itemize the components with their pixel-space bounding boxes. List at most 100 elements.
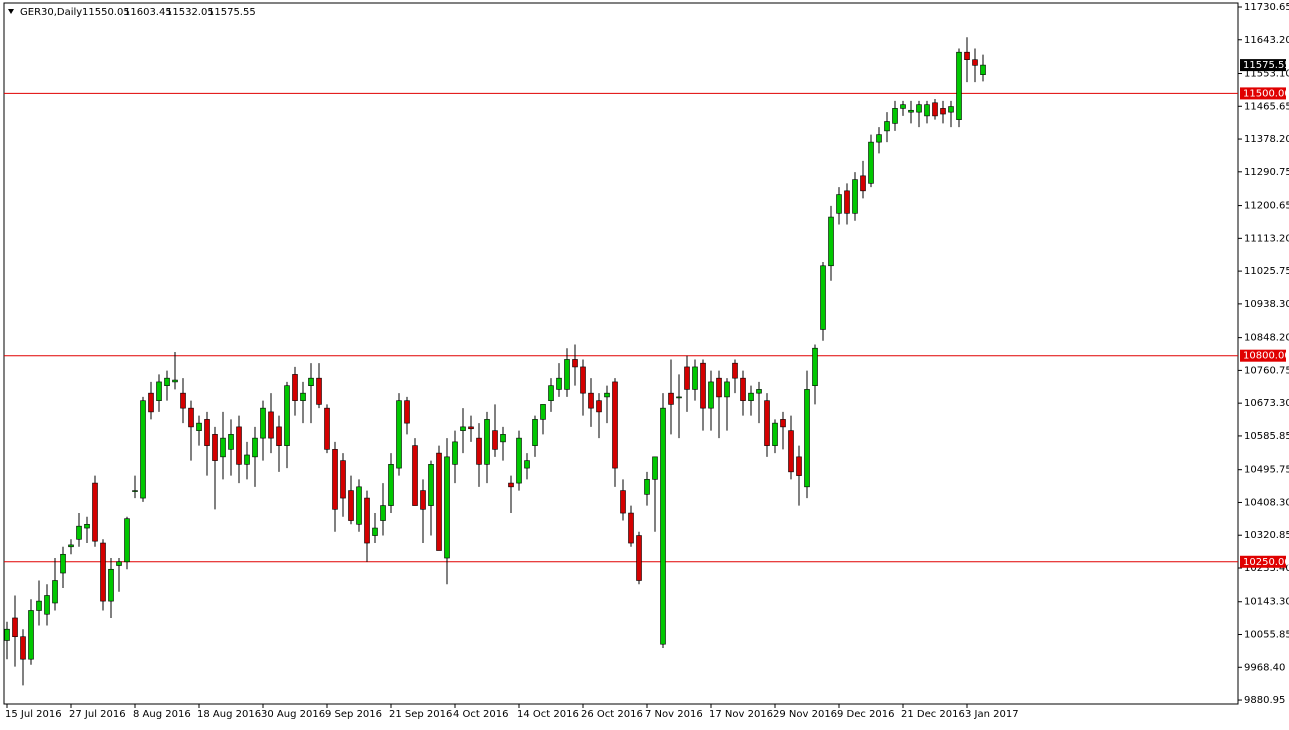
y-tick-label: 10495.75 — [1244, 465, 1289, 476]
y-tick-label: 11730.65 — [1244, 2, 1289, 13]
candle-body — [100, 542, 106, 602]
candle-body — [404, 400, 410, 424]
candle-body — [660, 407, 666, 645]
header-open: 11550.05 — [82, 7, 130, 18]
candle-body — [36, 600, 42, 611]
candle-body — [612, 381, 618, 469]
candle-body — [684, 366, 690, 390]
candle-body — [332, 449, 338, 510]
x-tick-label: 4 Oct 2016 — [453, 709, 508, 720]
candle-body — [916, 104, 922, 113]
candle-body — [260, 407, 266, 439]
candle-body — [732, 362, 738, 379]
candle-body — [756, 389, 762, 394]
candle-body — [340, 460, 346, 499]
candle-body — [764, 400, 770, 446]
candle-body — [268, 411, 274, 439]
candle-body — [580, 366, 586, 394]
candle-body — [372, 527, 378, 536]
candle-body — [532, 419, 538, 446]
candle-body — [172, 379, 178, 383]
candle-body — [604, 392, 610, 398]
candle-body — [796, 456, 802, 476]
candle-body — [380, 505, 386, 521]
candle-body — [316, 377, 322, 405]
candle-body — [780, 419, 786, 428]
candle-body — [124, 518, 130, 563]
candle-body — [844, 190, 850, 214]
candle-body — [596, 400, 602, 413]
x-tick-label: 30 Aug 2016 — [261, 709, 325, 720]
candle-body — [396, 400, 402, 469]
candle-body — [68, 544, 74, 548]
candle-body — [588, 392, 594, 409]
x-tick-label: 27 Jul 2016 — [69, 709, 126, 720]
candle-body — [636, 535, 642, 581]
x-tick-label: 14 Oct 2016 — [517, 709, 579, 720]
horizontal-line-tag — [1240, 87, 1286, 100]
header-low: 11532.05 — [166, 7, 214, 18]
candle-body — [692, 366, 698, 390]
candle-body — [308, 377, 314, 386]
y-tick-label: 10408.30 — [1244, 497, 1289, 508]
candle-body — [556, 377, 562, 390]
candle-body — [28, 610, 34, 660]
candle-body — [492, 430, 498, 450]
menu-triangle — [8, 9, 14, 14]
candle-body — [564, 359, 570, 390]
candle-body — [236, 426, 242, 465]
candle-body — [156, 381, 162, 401]
candle-body — [84, 524, 90, 529]
candle-body — [868, 141, 874, 184]
candle-body — [476, 437, 482, 465]
candle-body — [284, 385, 290, 446]
x-tick-label: 15 Jul 2016 — [5, 709, 62, 720]
y-tick-label: 10938.30 — [1244, 299, 1289, 310]
candle-body — [92, 482, 98, 542]
candle-body — [700, 362, 706, 409]
candle-body — [444, 456, 450, 559]
candle-body — [956, 51, 962, 120]
candle-body — [820, 265, 826, 330]
candle-body — [20, 636, 26, 660]
y-tick-label: 11643.20 — [1244, 35, 1289, 46]
y-tick-label: 11290.75 — [1244, 167, 1289, 178]
x-tick-label: 21 Sep 2016 — [389, 709, 452, 720]
y-tick-label: 11553.10 — [1244, 69, 1289, 80]
candle-body — [508, 482, 514, 488]
candle-body — [388, 464, 394, 506]
candle-body — [812, 347, 818, 386]
candle-body — [204, 419, 210, 446]
candle-body — [924, 104, 930, 117]
candle-body — [420, 490, 426, 510]
candle-body — [748, 392, 754, 401]
x-tick-label: 9 Dec 2016 — [837, 709, 895, 720]
candle-body — [620, 490, 626, 514]
candle-body — [4, 628, 10, 641]
y-tick-label: 11200.65 — [1244, 201, 1289, 212]
x-tick-label: 21 Dec 2016 — [901, 709, 965, 720]
candle-body — [188, 407, 194, 428]
y-tick-label: 11113.20 — [1244, 233, 1289, 244]
candle-body — [324, 407, 330, 450]
x-tick-label: 29 Nov 2016 — [773, 709, 837, 720]
candle-body — [244, 454, 250, 465]
x-tick-label: 18 Aug 2016 — [197, 709, 261, 720]
candle-body — [148, 392, 154, 413]
candle-body — [52, 580, 58, 604]
candle-body — [548, 385, 554, 401]
y-tick-label: 9968.40 — [1244, 662, 1285, 673]
candle-body — [212, 434, 218, 461]
candle-body — [852, 179, 858, 214]
horizontal-line-label: 10800.00 — [1243, 351, 1289, 362]
candle-body — [60, 553, 66, 574]
candle-body — [44, 595, 50, 615]
y-tick-label: 11465.65 — [1244, 101, 1289, 112]
candle-body — [300, 392, 306, 401]
x-tick-label: 17 Nov 2016 — [709, 709, 773, 720]
candle-body — [676, 396, 682, 399]
y-tick-label: 10320.85 — [1244, 530, 1289, 541]
candle-body — [804, 389, 810, 488]
